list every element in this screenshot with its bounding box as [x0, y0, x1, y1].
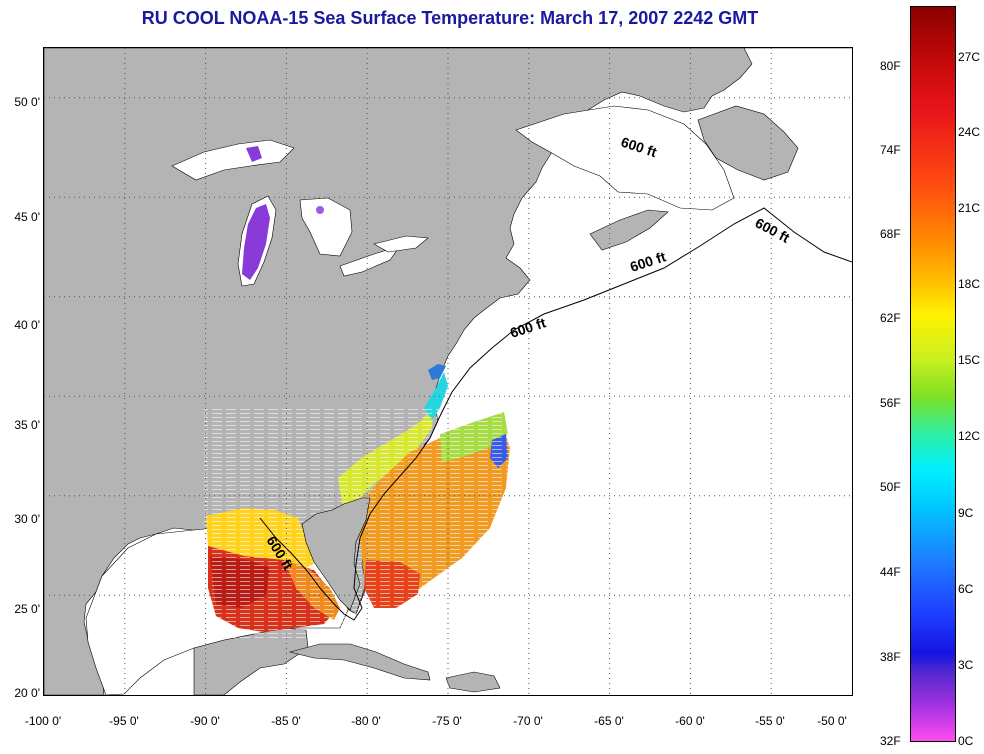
cb-label-56f: 56F — [880, 396, 901, 410]
y-tick-40: 40 0' — [14, 318, 40, 332]
cb-label-50f: 50F — [880, 480, 901, 494]
newfoundland-island — [697, 105, 799, 181]
cb-label-27c: 27C — [958, 50, 981, 64]
map-title: RU COOL NOAA-15 Sea Surface Temperature:… — [141, 8, 759, 28]
x-tick-minus85: -85 0' — [271, 714, 301, 728]
cb-label-12c: 12C — [958, 429, 981, 443]
lake-huron — [299, 197, 353, 257]
x-tick-minus80: -80 0' — [351, 714, 381, 728]
y-tick-30: 30 0' — [14, 512, 40, 526]
cb-label-68f: 68F — [880, 227, 901, 241]
isobath-label-3: 600 ft — [628, 248, 668, 275]
y-tick-45: 45 0' — [14, 210, 40, 224]
x-tick-minus75: -75 0' — [432, 714, 462, 728]
nova-scotia — [589, 209, 669, 251]
x-tick-minus50: -50 0' — [817, 714, 847, 728]
hispaniola-island — [445, 671, 501, 693]
x-tick-minus95: -95 0' — [109, 714, 139, 728]
lake-ontario — [373, 235, 429, 253]
map-panel[interactable]: 600 ft 600 ft 600 ft 600 ft 600 ft — [43, 47, 853, 696]
sst-blue-patch — [428, 364, 446, 380]
cb-label-6c: 6C — [958, 582, 974, 596]
y-tick-50: 50 0' — [14, 95, 40, 109]
cb-label-38f: 38F — [880, 650, 901, 664]
cuba-island — [288, 643, 431, 681]
lake-michigan-sst — [242, 204, 270, 280]
cb-label-21c: 21C — [958, 201, 981, 215]
cb-label-44f: 44F — [880, 565, 901, 579]
isobath-600ft — [259, 207, 852, 621]
x-tick-minus70: -70 0' — [513, 714, 543, 728]
lake-huron-sst — [316, 206, 324, 214]
lake-superior-sst — [246, 146, 262, 162]
x-tick-minus90: -90 0' — [190, 714, 220, 728]
cb-label-80f: 80F — [880, 59, 901, 73]
cb-label-62f: 62F — [880, 311, 901, 325]
lake-superior — [171, 139, 295, 181]
cb-label-0c: 0C — [958, 734, 974, 748]
isobath-label-4: 600 ft — [508, 314, 548, 341]
cb-label-15c: 15C — [958, 353, 981, 367]
cb-label-24c: 24C — [958, 125, 981, 139]
cb-label-74f: 74F — [880, 143, 901, 157]
cb-label-9c: 9C — [958, 506, 974, 520]
x-tick-minus100: -100 0' — [24, 714, 62, 728]
cb-label-3c: 3C — [958, 658, 974, 672]
y-tick-35: 35 0' — [14, 418, 40, 432]
x-tick-minus60: -60 0' — [675, 714, 705, 728]
y-tick-25: 25 0' — [14, 602, 40, 616]
isobath-label-2: 600 ft — [753, 215, 793, 246]
st-lawrence-gulf — [515, 105, 735, 211]
x-tick-minus65: -65 0' — [594, 714, 624, 728]
florida-overlay — [301, 497, 371, 611]
lake-erie — [339, 245, 401, 277]
temperature-colorbar — [910, 6, 956, 742]
y-tick-20: 20 0' — [14, 686, 40, 700]
x-tick-minus55: -55 0' — [755, 714, 785, 728]
sst-map: 600 ft 600 ft 600 ft 600 ft 600 ft — [44, 48, 852, 695]
cb-label-32f: 32F — [880, 734, 901, 748]
cb-label-18c: 18C — [958, 277, 981, 291]
